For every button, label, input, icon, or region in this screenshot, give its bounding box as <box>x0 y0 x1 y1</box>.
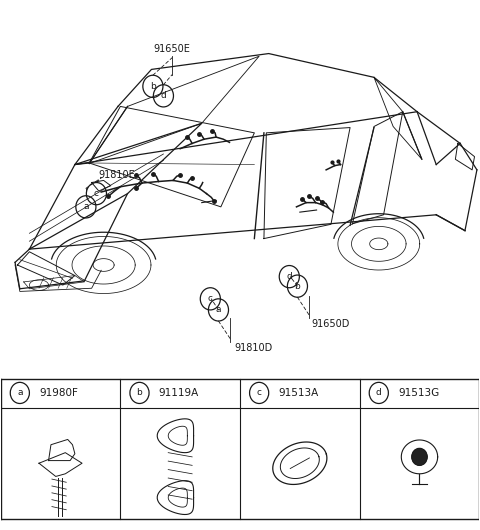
Text: c: c <box>94 189 99 198</box>
Text: a: a <box>17 388 23 398</box>
Text: 91513G: 91513G <box>398 388 439 398</box>
Text: d: d <box>160 91 166 100</box>
Text: 91810E: 91810E <box>99 170 135 180</box>
Text: 91119A: 91119A <box>158 388 199 398</box>
Text: 91810D: 91810D <box>234 343 273 353</box>
Text: d: d <box>287 272 292 281</box>
Text: d: d <box>376 388 382 398</box>
Text: a: a <box>83 202 89 211</box>
Text: 91650D: 91650D <box>312 319 350 329</box>
Text: b: b <box>150 82 156 91</box>
Text: 91980F: 91980F <box>39 388 78 398</box>
Circle shape <box>412 448 427 465</box>
Text: a: a <box>216 305 221 314</box>
Text: b: b <box>137 388 143 398</box>
Text: c: c <box>208 294 213 303</box>
Text: 91513A: 91513A <box>278 388 319 398</box>
Text: b: b <box>295 281 300 290</box>
Text: c: c <box>257 388 262 398</box>
Text: 91650E: 91650E <box>154 45 191 55</box>
